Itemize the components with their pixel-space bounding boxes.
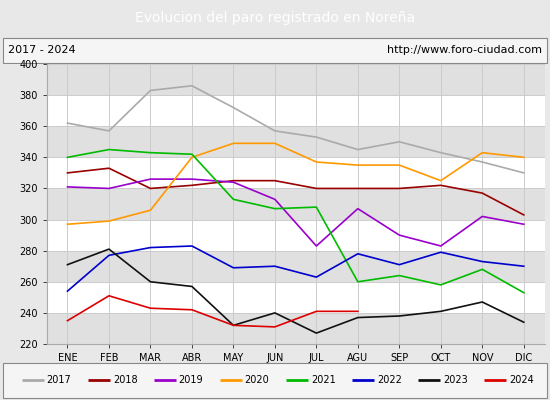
- Text: http://www.foro-ciudad.com: http://www.foro-ciudad.com: [387, 45, 542, 55]
- Bar: [47, 126, 544, 157]
- FancyBboxPatch shape: [3, 38, 547, 62]
- Text: 2017: 2017: [47, 375, 72, 385]
- Text: 2022: 2022: [377, 375, 402, 385]
- Bar: [47, 64, 544, 95]
- Text: Evolucion del paro registrado en Noreña: Evolucion del paro registrado en Noreña: [135, 11, 415, 25]
- Text: 2023: 2023: [443, 375, 467, 385]
- Bar: [47, 251, 544, 282]
- Bar: [47, 313, 544, 344]
- Text: 2020: 2020: [245, 375, 270, 385]
- Text: 2024: 2024: [509, 375, 534, 385]
- Text: 2017 - 2024: 2017 - 2024: [8, 45, 76, 55]
- Bar: [47, 188, 544, 220]
- Text: 2019: 2019: [179, 375, 204, 385]
- Text: 2021: 2021: [311, 375, 335, 385]
- FancyBboxPatch shape: [3, 363, 547, 398]
- Text: 2018: 2018: [113, 375, 138, 385]
